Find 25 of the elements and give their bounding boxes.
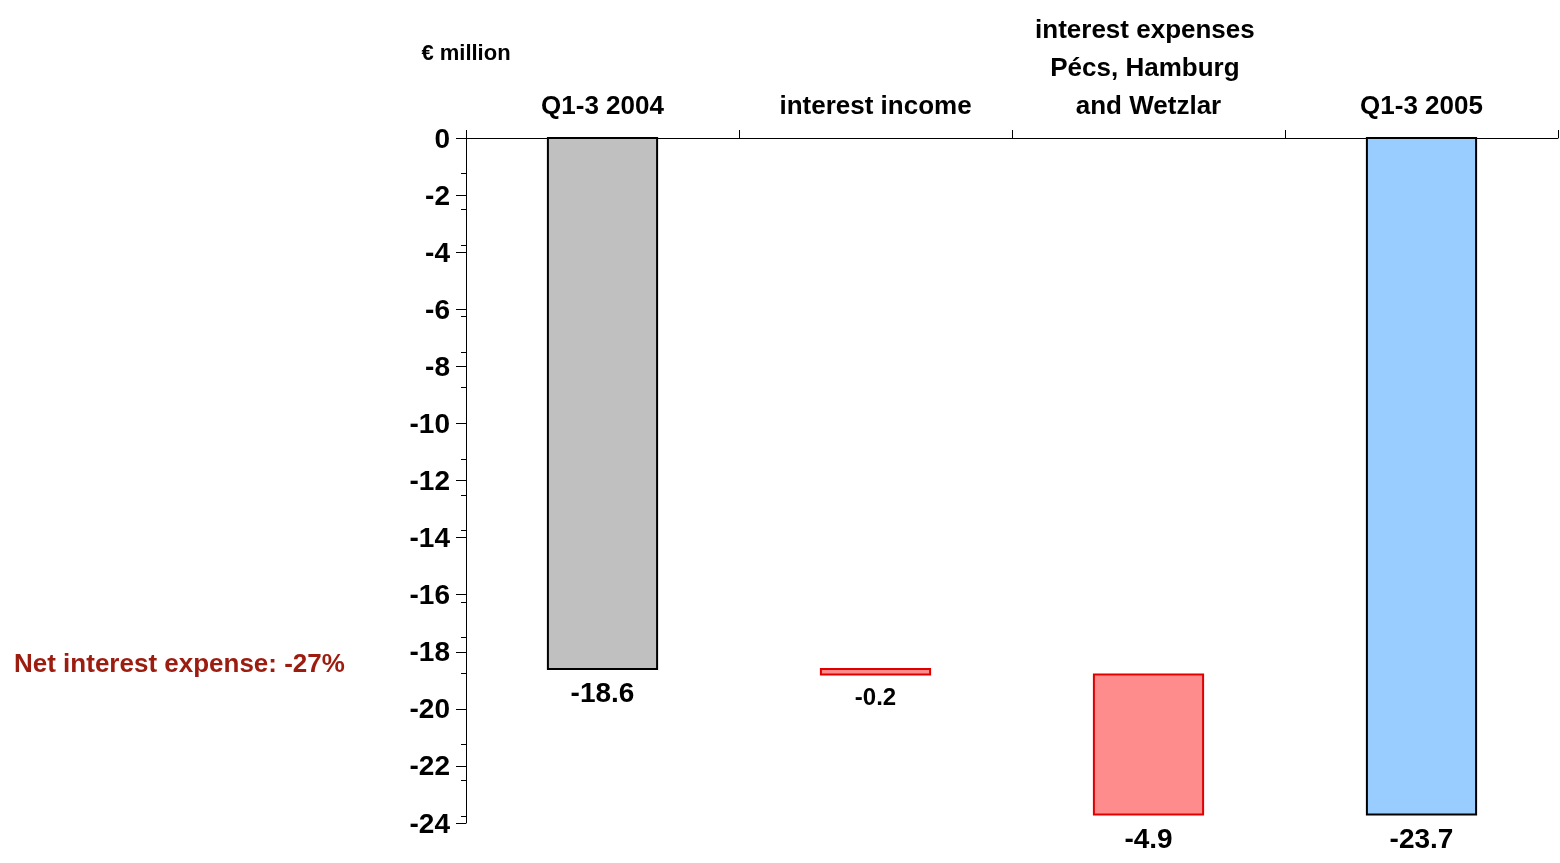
x-tick-label: interest income [779,90,972,120]
y-tick-label: -12 [409,465,450,496]
y-tick-label: -24 [409,807,451,839]
y-tick-label: -4 [425,236,451,268]
y-tick-label: -20 [409,693,450,725]
text: Net interest expense: -27% [14,648,345,678]
data-label: -23.7 [1389,822,1454,854]
y-tick-label: -6 [425,293,450,325]
data-label: -4.9 [1124,822,1173,854]
y-tick-label: -14 [409,522,451,554]
y-tick-label: -16 [409,579,450,611]
bar [1092,673,1205,816]
x-tick-label: interest expenses Pécs, Hamburg and Wetzlar [1035,14,1262,120]
y-axis-title: € million [421,39,511,65]
y-tick-label: -8 [425,350,450,382]
y-tick-label: -2 [425,179,450,211]
x-tick-label: Q1-3 2004 [541,90,665,120]
y-tick-label: -18 [409,636,450,668]
y-tick-label: -10 [409,407,450,439]
data-label: -18.6 [570,677,635,709]
x-tick-label: Q1-3 2005 [1360,90,1483,120]
y-tick-label: -22 [409,750,450,782]
data-label: -0.2 [854,683,897,711]
bar [819,667,932,676]
y-tick-label: 0 [434,122,450,154]
